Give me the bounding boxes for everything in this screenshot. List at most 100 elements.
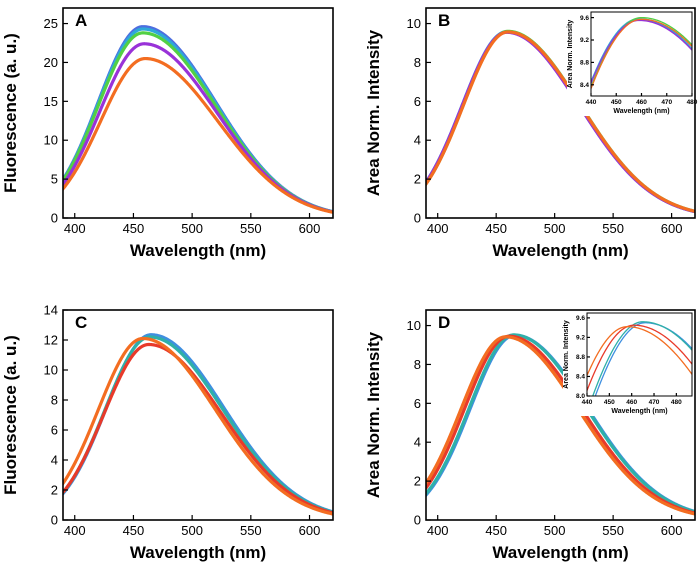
panel-A-ytick-label: 15	[44, 94, 58, 109]
panel-A-ytick-label: 10	[44, 133, 58, 148]
panel-D-ylabel: Area Norm. Intensity	[364, 331, 383, 498]
panel-D-letter: D	[438, 313, 450, 332]
inset-D-ylabel: Area Norm. Intensity	[563, 320, 570, 389]
panel-B-ytick-label: 0	[414, 211, 421, 226]
panel-C-ytick-label: 2	[51, 483, 58, 498]
inset-B-series-5	[591, 18, 692, 89]
panel-D-xtick-label: 600	[661, 523, 683, 538]
inset-B-xtick-label: 480	[687, 99, 698, 106]
panel-C-ytick-label: 4	[51, 453, 58, 468]
panel-A-xlabel: Wavelength (nm)	[130, 241, 266, 260]
inset-D-ytick-label: 8.8	[576, 354, 585, 361]
panel-D-xtick-label: 550	[602, 523, 624, 538]
panel-D-ytick-label: 10	[407, 318, 421, 333]
inset-D-xtick-label: 440	[582, 399, 593, 406]
panel-A-ytick-label: 5	[51, 172, 58, 187]
panel-B-ytick-label: 4	[414, 133, 421, 148]
panel-D: 400 450 500 550 600 0 2 4 6 8 10 Wavelength (nm) Are…	[364, 309, 696, 562]
panel-B-frame	[425, 7, 696, 219]
panel-D-series-3	[426, 334, 695, 515]
panel-A-ytick-label: 0	[51, 211, 58, 226]
inset-B-xlabel: Wavelength (nm)	[613, 108, 669, 115]
panel-C-ytick-label: 14	[44, 303, 58, 318]
inset-B-series-3	[591, 16, 692, 88]
panel-D-ytick-label: 0	[414, 513, 421, 528]
inset-B-series-4	[591, 19, 692, 84]
panel-A-xtick-label: 500	[181, 221, 203, 236]
inset-D-xtick-label: 470	[649, 399, 660, 406]
panel-D-xtick-label: 400	[427, 523, 449, 538]
inset-B-ytick-label: 8.4	[580, 82, 589, 89]
inset-D-ytick-label: 8.4	[576, 374, 585, 381]
inset-D-xlabel: Wavelength (nm)	[611, 408, 667, 415]
panel-C-series-3	[63, 342, 333, 515]
inset-D-ytick-label: 9.2	[576, 335, 585, 342]
panel-D-ytick-label: 6	[414, 396, 421, 411]
inset-D-xtick-label: 480	[671, 399, 682, 406]
inset-B-ylabel: Area Norm. Intensity	[567, 20, 574, 89]
inset-B-ytick-label: 9.6	[580, 15, 589, 22]
panel-A-xtick-label: 400	[64, 221, 86, 236]
panel-C-ylabel: Fluorescence (a. u.)	[1, 335, 20, 495]
panel-D-xtick-label: 500	[544, 523, 566, 538]
panel-A-xtick-label: 450	[123, 221, 145, 236]
panel-D-xlabel: Wavelength (nm)	[492, 543, 628, 562]
panel-B-xtick-label: 600	[661, 221, 683, 236]
panel-B-ytick-label: 2	[414, 172, 421, 187]
panel-C-ytick-label: 8	[51, 393, 58, 408]
panel-B-ytick-label: 8	[414, 55, 421, 70]
panel-C-frame	[62, 309, 334, 521]
panel-B-letter: B	[438, 11, 450, 30]
panel-C-ytick-label: 6	[51, 423, 58, 438]
inset-B-ytick-label: 9.2	[580, 37, 589, 44]
panel-B-ylabel: Area Norm. Intensity	[364, 29, 383, 196]
inset-D-frame	[586, 312, 693, 397]
panel-A-xtick-label: 600	[299, 221, 321, 236]
panel-B-xtick-label: 550	[602, 221, 624, 236]
panel-B-ytick-label: 6	[414, 94, 421, 109]
inset-B-ytick-label: 8.8	[580, 60, 589, 67]
panel-C-series-1	[63, 333, 333, 514]
panel-C-xtick-label: 600	[299, 523, 321, 538]
panel-A-ylabel: Fluorescence (a. u.)	[1, 33, 20, 193]
panel-D-xtick-label: 450	[485, 523, 507, 538]
panel-C-xtick-label: 450	[123, 523, 145, 538]
inset-D-background	[563, 313, 694, 416]
panel-C-letter: C	[75, 313, 87, 332]
inset-D-series-3	[587, 324, 692, 391]
inset-D-series-4	[587, 326, 692, 376]
panel-C-ytick-label: 0	[51, 513, 58, 528]
panel-D-series-2	[426, 333, 695, 514]
panel-A-series-5	[63, 56, 333, 214]
panel-C-xtick-label: 550	[240, 523, 262, 538]
panel-B-ytick-label: 10	[407, 16, 421, 31]
panel-D-ytick-label: 2	[414, 474, 421, 489]
panel-C-xtick-label: 400	[64, 523, 86, 538]
panel-A-ytick-label: 20	[44, 55, 58, 70]
panel-B-xtick-label: 450	[485, 221, 507, 236]
panel-B-xlabel: Wavelength (nm)	[492, 241, 628, 260]
inset-D-series-2	[592, 321, 692, 396]
panel-C-ytick-label: 10	[44, 363, 58, 378]
panel-B: 400 450 500 550 600 0 2 4 6 8 10 Wavelength (nm) Are…	[364, 7, 696, 260]
panel-B-series-5	[426, 30, 695, 213]
inset-D: 440 450 460 470 480 8.0 8.4 8.8 9.2 9.6 Wavelength…	[563, 312, 693, 415]
panel-D-series-4	[426, 335, 695, 516]
panel-C: 400 450 500 550 600 0 2 4 6 8 10 12 14 Wavelength (nm…	[1, 303, 334, 562]
inset-D-xtick-label: 460	[626, 399, 637, 406]
panel-A-ytick-label: 25	[44, 16, 58, 31]
inset-D-xtick-label: 450	[604, 399, 615, 406]
panel-C-xtick-label: 500	[181, 523, 203, 538]
panel-A-xtick-label: 550	[240, 221, 262, 236]
inset-B-xtick-label: 460	[636, 99, 647, 106]
inset-B-xtick-label: 440	[586, 99, 597, 106]
panel-A-series-1	[63, 25, 333, 214]
panel-B-xtick-label: 500	[544, 221, 566, 236]
inset-D-ytick-label: 8.0	[576, 393, 585, 400]
panel-D-frame	[425, 309, 696, 521]
panel-C-ytick-label: 12	[44, 333, 58, 348]
panel-D-ytick-label: 8	[414, 357, 421, 372]
inset-B: 440 450 460 470 480 8.4 8.8 9.2 9.6 Wavelength (n…	[567, 11, 698, 115]
panel-C-xlabel: Wavelength (nm)	[130, 543, 266, 562]
